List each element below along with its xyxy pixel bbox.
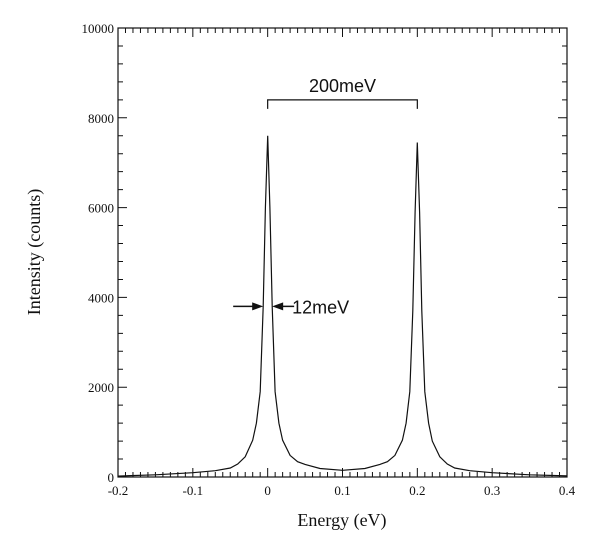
y-axis-label: Intensity (counts) [24, 189, 45, 315]
plot-frame [117, 27, 568, 478]
x-tick-label: -0.2 [108, 483, 129, 498]
x-tick-label: 0.3 [484, 483, 500, 498]
y-tick-label: 6000 [88, 201, 114, 216]
y-tick-label: 2000 [88, 380, 114, 395]
width-label: 12meV [292, 297, 349, 317]
arrowheads [252, 302, 284, 311]
spectrum-line [117, 135, 568, 477]
x-tick-label: -0.1 [183, 483, 204, 498]
x-axis-label: Energy (eV) [297, 510, 386, 531]
x-tick-label: 0.2 [409, 483, 425, 498]
tick-labels: -0.2 -0.1 0 0.1 0.2 0.3 0.4 0 2000 4000 6000 8000 10… [82, 21, 576, 498]
annotations: 200meV 12meV [233, 76, 418, 317]
separation-bracket [267, 99, 418, 109]
separation-label: 200meV [309, 76, 376, 96]
x-tick-label: 0.4 [559, 483, 576, 498]
y-tick-label: 0 [108, 470, 115, 485]
y-tick-label: 10000 [82, 21, 115, 36]
x-tick-label: 0 [264, 483, 271, 498]
y-tick-label: 4000 [88, 290, 114, 305]
x-tick-label: 0.1 [334, 483, 350, 498]
y-tick-label: 8000 [88, 111, 114, 126]
